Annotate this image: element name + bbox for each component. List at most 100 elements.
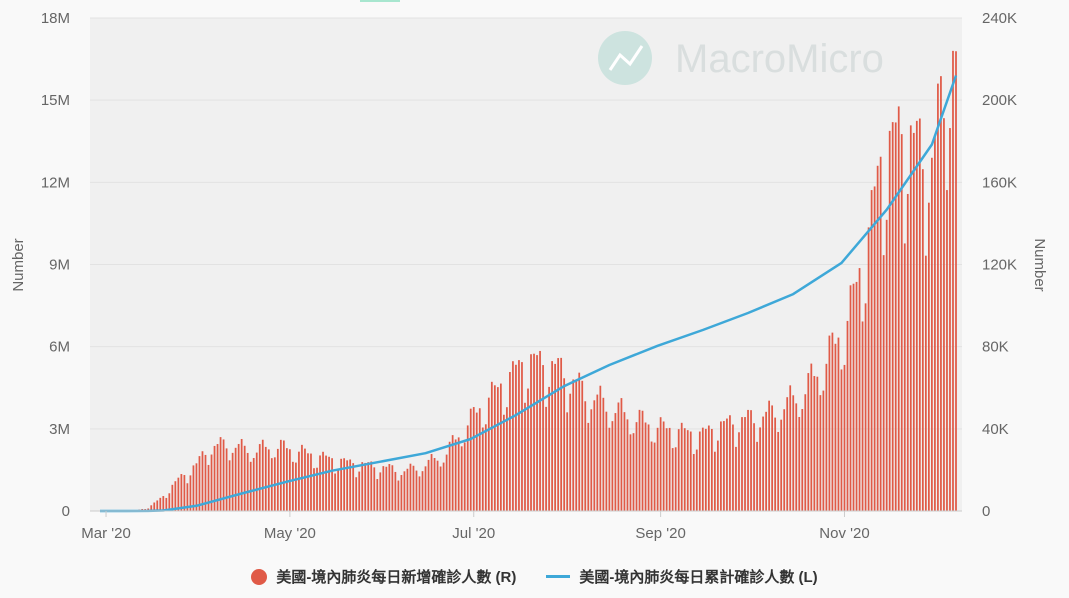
bar	[777, 431, 780, 511]
bar	[424, 466, 427, 511]
bar	[156, 500, 159, 511]
bar	[732, 424, 734, 511]
bar	[698, 431, 701, 511]
bar	[937, 83, 939, 511]
bar	[816, 376, 819, 511]
left-tick-label: 18M	[41, 10, 70, 27]
bar	[460, 446, 463, 511]
bar	[292, 461, 294, 511]
bar	[695, 449, 698, 511]
bar	[481, 427, 484, 511]
bar-series	[135, 50, 957, 512]
legend-bars-label: 美國-境內肺炎每日新增確診人數 (R)	[276, 569, 517, 586]
bar	[319, 455, 321, 511]
bar	[750, 410, 752, 511]
bar	[180, 474, 183, 511]
bar	[789, 385, 792, 511]
bar	[364, 462, 367, 511]
bar	[527, 388, 529, 511]
bar	[620, 398, 623, 511]
bar	[210, 454, 213, 511]
bar	[569, 393, 572, 511]
top-tab-indicator[interactable]	[360, 0, 400, 2]
bar	[593, 400, 596, 511]
bar	[735, 446, 737, 511]
bar	[298, 451, 300, 511]
bar	[334, 473, 336, 511]
bar	[837, 337, 840, 511]
left-tick-label: 3M	[49, 421, 70, 438]
bar	[304, 448, 306, 511]
bar	[798, 416, 801, 511]
left-tick-label: 9M	[49, 257, 70, 274]
left-axis-title: Number	[10, 238, 27, 291]
bar	[918, 118, 921, 511]
bar	[677, 429, 680, 511]
bar	[524, 402, 526, 511]
bar	[647, 424, 650, 511]
bar	[469, 408, 472, 511]
bar	[472, 407, 475, 511]
bar	[213, 445, 216, 511]
bar	[807, 373, 810, 511]
bar	[159, 497, 162, 511]
bar	[198, 456, 201, 511]
bar	[629, 434, 632, 511]
legend-item-line[interactable]: 美國-境內肺炎每日累計確診人數 (L)	[546, 566, 818, 587]
left-tick-label: 12M	[41, 174, 70, 191]
bar	[825, 363, 828, 511]
bar	[171, 484, 174, 511]
bar	[340, 458, 343, 511]
bar	[744, 417, 746, 511]
bar	[680, 422, 683, 511]
trend-line-icon	[608, 45, 644, 71]
bar	[846, 320, 849, 511]
bar	[774, 417, 777, 511]
bar	[533, 353, 535, 511]
bar	[946, 190, 948, 512]
bar	[671, 448, 674, 511]
bar	[427, 459, 430, 511]
bar	[436, 460, 439, 511]
bar	[578, 372, 581, 511]
bar	[720, 421, 722, 511]
bar	[445, 454, 448, 511]
bar	[545, 406, 547, 511]
bar	[894, 122, 897, 511]
bar	[831, 332, 834, 511]
bar	[322, 451, 324, 511]
bar	[834, 343, 837, 511]
bar	[397, 480, 400, 511]
bar	[400, 475, 403, 511]
bar	[252, 458, 255, 511]
bar	[617, 402, 620, 511]
bar	[367, 462, 370, 511]
bar	[943, 118, 945, 511]
bar	[557, 358, 560, 511]
watermark-text: MacroMicro	[675, 37, 884, 81]
bar	[512, 361, 514, 511]
bar	[795, 403, 798, 511]
legend-line-marker-icon	[546, 575, 571, 578]
bar	[909, 125, 912, 512]
bar	[376, 479, 379, 511]
bar	[548, 386, 550, 511]
bar	[840, 369, 843, 511]
bar	[605, 411, 608, 511]
bar	[689, 431, 692, 511]
bar	[783, 409, 786, 511]
bar	[581, 380, 584, 511]
bar	[632, 433, 635, 511]
bar	[412, 465, 415, 511]
right-tick-label: 0	[982, 503, 990, 520]
bar	[921, 169, 924, 511]
bar	[888, 130, 891, 511]
bar	[638, 409, 641, 511]
bar	[572, 379, 575, 511]
legend-item-bars[interactable]: 美國-境內肺炎每日新增確診人數 (R)	[251, 566, 516, 587]
bar	[626, 419, 629, 511]
bar	[225, 448, 228, 511]
bar	[189, 475, 192, 511]
bar	[644, 422, 647, 511]
